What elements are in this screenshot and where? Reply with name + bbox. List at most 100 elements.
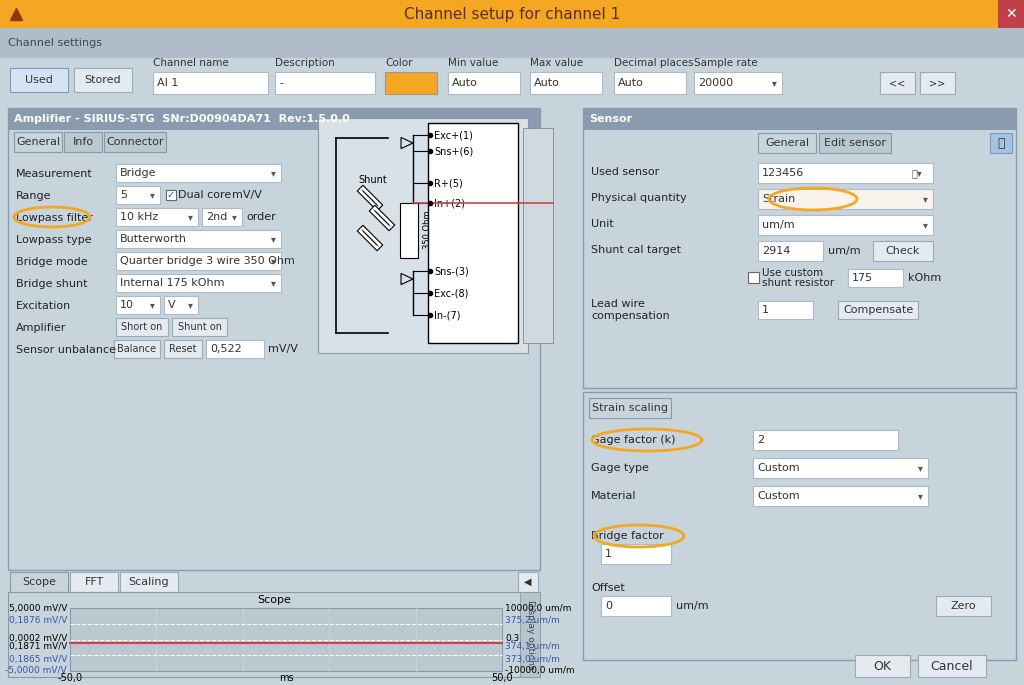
Polygon shape [357,225,383,251]
Text: ▾: ▾ [923,194,928,204]
Bar [74,68,132,92]
Text: Scope: Scope [23,577,56,587]
Text: Info: Info [73,137,93,147]
Bar [873,241,933,261]
Text: ▾: ▾ [270,278,275,288]
Text: 0,1865 mV/V: 0,1865 mV/V [8,655,67,664]
Text: Channel settings: Channel settings [8,38,102,48]
Text: Short on: Short on [121,322,163,332]
Text: Measurement: Measurement [16,169,93,179]
Bar [10,68,68,92]
Text: Display options: Display options [525,599,535,669]
Bar [116,318,168,336]
Text: order: order [246,212,275,222]
Bar [819,133,891,153]
Bar [164,296,198,314]
Text: shunt resistor: shunt resistor [762,278,835,288]
Text: Channel name: Channel name [153,58,228,68]
Text: Bridge: Bridge [120,168,157,178]
Text: um/m: um/m [762,220,795,230]
Bar [523,128,553,343]
Text: Material: Material [591,491,637,501]
Text: Butterworth: Butterworth [120,234,187,244]
Bar [318,118,528,353]
Bar [385,72,437,94]
Bar [116,186,160,204]
Text: Range: Range [16,191,51,201]
Text: -5,0000 mV/V: -5,0000 mV/V [5,667,67,675]
Bar [583,392,1016,660]
Bar [116,274,281,292]
Text: 🔍▾: 🔍▾ [911,168,922,178]
Bar [918,655,986,677]
Bar [614,72,686,94]
Bar [428,123,518,343]
Bar [164,340,202,358]
Bar [601,596,671,616]
Text: 1: 1 [762,305,769,315]
Text: Connector: Connector [106,137,164,147]
Text: ▾: ▾ [150,300,155,310]
Text: Gage factor (k): Gage factor (k) [591,435,676,445]
Bar [116,230,281,248]
Text: 0: 0 [605,601,612,611]
Text: Decimal places: Decimal places [614,58,693,68]
Bar [8,108,540,130]
Text: Internal 175 kOhm: Internal 175 kOhm [120,278,224,288]
Text: Sns+(6): Sns+(6) [434,146,473,156]
Text: -50,0: -50,0 [57,673,83,683]
Text: Used: Used [25,75,53,85]
Bar [116,208,198,226]
Text: V: V [168,300,176,310]
Text: Used sensor: Used sensor [591,167,659,177]
Text: mV/V: mV/V [268,344,298,354]
Text: Edit sensor: Edit sensor [824,138,886,148]
Text: Color: Color [385,58,413,68]
Text: ▾: ▾ [918,463,923,473]
Text: 0,1876 mV/V: 0,1876 mV/V [8,616,67,625]
Polygon shape [370,206,394,231]
Bar [758,301,813,319]
Text: Sensor unbalance: Sensor unbalance [16,345,116,355]
Text: Sensor: Sensor [589,114,632,124]
Text: 0,1871 mV/V: 0,1871 mV/V [8,642,67,651]
Text: 20000: 20000 [698,78,733,88]
Text: Max value: Max value [530,58,583,68]
Text: 373,0 um/m: 373,0 um/m [505,655,560,664]
Bar [0,28,1024,58]
Bar [70,608,502,671]
Text: -: - [279,78,283,88]
Bar [748,272,759,283]
Text: FFT: FFT [84,577,103,587]
Text: Lead wire: Lead wire [591,299,645,309]
Text: Custom: Custom [757,491,800,501]
Text: Cancel: Cancel [931,660,974,673]
Bar [920,72,955,94]
Bar [583,108,1016,388]
Text: Scope: Scope [257,595,291,605]
Text: Excitation: Excitation [16,301,72,311]
Text: Lowpass type: Lowpass type [16,235,91,245]
Text: 375,2 um/m: 375,2 um/m [505,616,560,625]
Bar [753,486,928,506]
Text: Physical quantity: Physical quantity [591,193,687,203]
Text: ◀: ◀ [524,577,531,587]
Bar [116,164,281,182]
Text: Auto: Auto [618,78,644,88]
Bar [583,108,1016,130]
Bar [275,72,375,94]
Text: 2nd: 2nd [206,212,227,222]
Bar [758,133,816,153]
Text: Quarter bridge 3 wire 350 Ohm: Quarter bridge 3 wire 350 Ohm [120,256,295,266]
Text: Shunt: Shunt [358,175,387,185]
Text: 350 Ohm: 350 Ohm [424,211,432,249]
Text: 374,1 um/m: 374,1 um/m [505,642,560,651]
Text: Bridge factor: Bridge factor [591,531,664,541]
Text: ▾: ▾ [231,212,237,222]
Text: R+(5): R+(5) [434,178,463,188]
Text: um/m: um/m [828,246,860,256]
Text: Channel setup for channel 1: Channel setup for channel 1 [403,6,621,21]
Bar [70,572,118,592]
Text: 2: 2 [757,435,764,445]
Bar [520,592,540,677]
